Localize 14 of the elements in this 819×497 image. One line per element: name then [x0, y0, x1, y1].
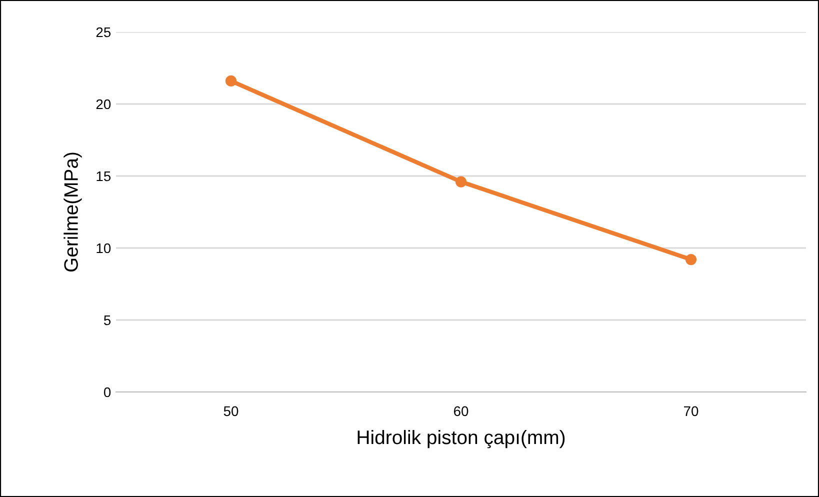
x-tick-label: 50 [224, 406, 238, 416]
y-tick-label: 0 [104, 387, 111, 398]
y-tick-label: 20 [96, 99, 111, 110]
y-axis-title: Gerilme(MPa) [64, 152, 82, 272]
x-axis-title: Hidrolik piston çapı(mm) [358, 430, 565, 448]
y-tick-label: 25 [96, 27, 111, 38]
x-tick-label: 60 [454, 406, 468, 416]
point [685, 254, 697, 266]
point [225, 75, 237, 87]
y-tick-label: 10 [96, 243, 111, 254]
x-tick-label: 70 [684, 406, 698, 416]
y-tick-label: 15 [96, 171, 111, 182]
point [455, 176, 467, 188]
y-tick-label: 5 [104, 315, 111, 326]
